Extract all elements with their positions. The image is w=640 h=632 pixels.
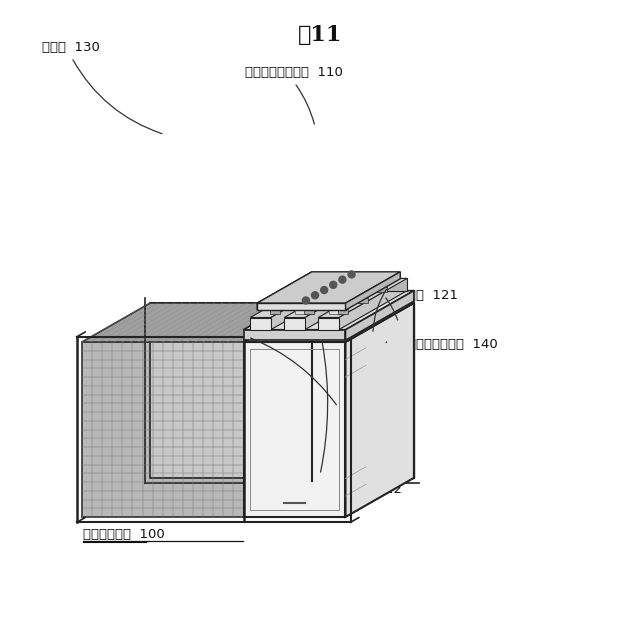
Polygon shape xyxy=(329,301,346,304)
Polygon shape xyxy=(346,272,400,310)
Polygon shape xyxy=(329,304,342,314)
Polygon shape xyxy=(377,280,390,287)
Polygon shape xyxy=(343,287,353,292)
Circle shape xyxy=(339,276,346,283)
Polygon shape xyxy=(324,298,334,303)
Text: 図11: 図11 xyxy=(298,24,342,46)
Polygon shape xyxy=(324,291,337,298)
Polygon shape xyxy=(315,290,333,292)
Polygon shape xyxy=(290,298,300,303)
Polygon shape xyxy=(315,292,329,303)
Polygon shape xyxy=(257,272,312,310)
Circle shape xyxy=(348,271,355,278)
Polygon shape xyxy=(318,279,407,317)
Polygon shape xyxy=(349,292,363,303)
Text: 金属積層板  121: 金属積層板 121 xyxy=(384,289,458,302)
Polygon shape xyxy=(270,309,280,314)
Polygon shape xyxy=(271,279,339,330)
Circle shape xyxy=(303,297,309,304)
Polygon shape xyxy=(343,280,356,287)
Polygon shape xyxy=(346,291,414,340)
Polygon shape xyxy=(243,291,414,330)
Polygon shape xyxy=(338,302,351,309)
Polygon shape xyxy=(243,303,414,342)
Circle shape xyxy=(312,292,319,299)
Polygon shape xyxy=(284,279,373,317)
Text: コンデンサモジュール  140: コンデンサモジュール 140 xyxy=(384,338,498,351)
Polygon shape xyxy=(257,272,400,303)
Polygon shape xyxy=(318,317,339,330)
Polygon shape xyxy=(290,291,303,298)
Text: 交流側金属板  122: 交流側金属板 122 xyxy=(320,483,402,496)
Polygon shape xyxy=(150,303,312,478)
Polygon shape xyxy=(294,301,312,304)
Text: 冷却器  130: 冷却器 130 xyxy=(42,41,99,54)
Polygon shape xyxy=(243,342,346,517)
Polygon shape xyxy=(387,279,407,291)
Polygon shape xyxy=(257,303,346,310)
Polygon shape xyxy=(305,279,373,330)
Polygon shape xyxy=(309,287,319,292)
Polygon shape xyxy=(82,342,243,517)
Polygon shape xyxy=(82,303,312,342)
Polygon shape xyxy=(358,298,368,303)
Polygon shape xyxy=(250,317,271,330)
Polygon shape xyxy=(304,302,317,309)
Polygon shape xyxy=(312,303,414,478)
Circle shape xyxy=(321,286,328,293)
Polygon shape xyxy=(349,290,367,292)
Polygon shape xyxy=(243,330,346,340)
Polygon shape xyxy=(377,287,387,292)
Polygon shape xyxy=(294,304,308,314)
Polygon shape xyxy=(338,309,348,314)
Polygon shape xyxy=(353,279,373,291)
Polygon shape xyxy=(309,280,323,287)
Polygon shape xyxy=(270,302,284,309)
Text: 電力変換装置  100: 電力変換装置 100 xyxy=(83,528,165,540)
Text: パワーモジュール  110: パワーモジュール 110 xyxy=(246,66,343,79)
Polygon shape xyxy=(358,291,371,298)
Polygon shape xyxy=(250,279,339,317)
Polygon shape xyxy=(304,309,314,314)
Polygon shape xyxy=(319,279,339,291)
Polygon shape xyxy=(346,303,414,517)
Polygon shape xyxy=(339,279,407,330)
Circle shape xyxy=(330,281,337,288)
Polygon shape xyxy=(284,317,305,330)
